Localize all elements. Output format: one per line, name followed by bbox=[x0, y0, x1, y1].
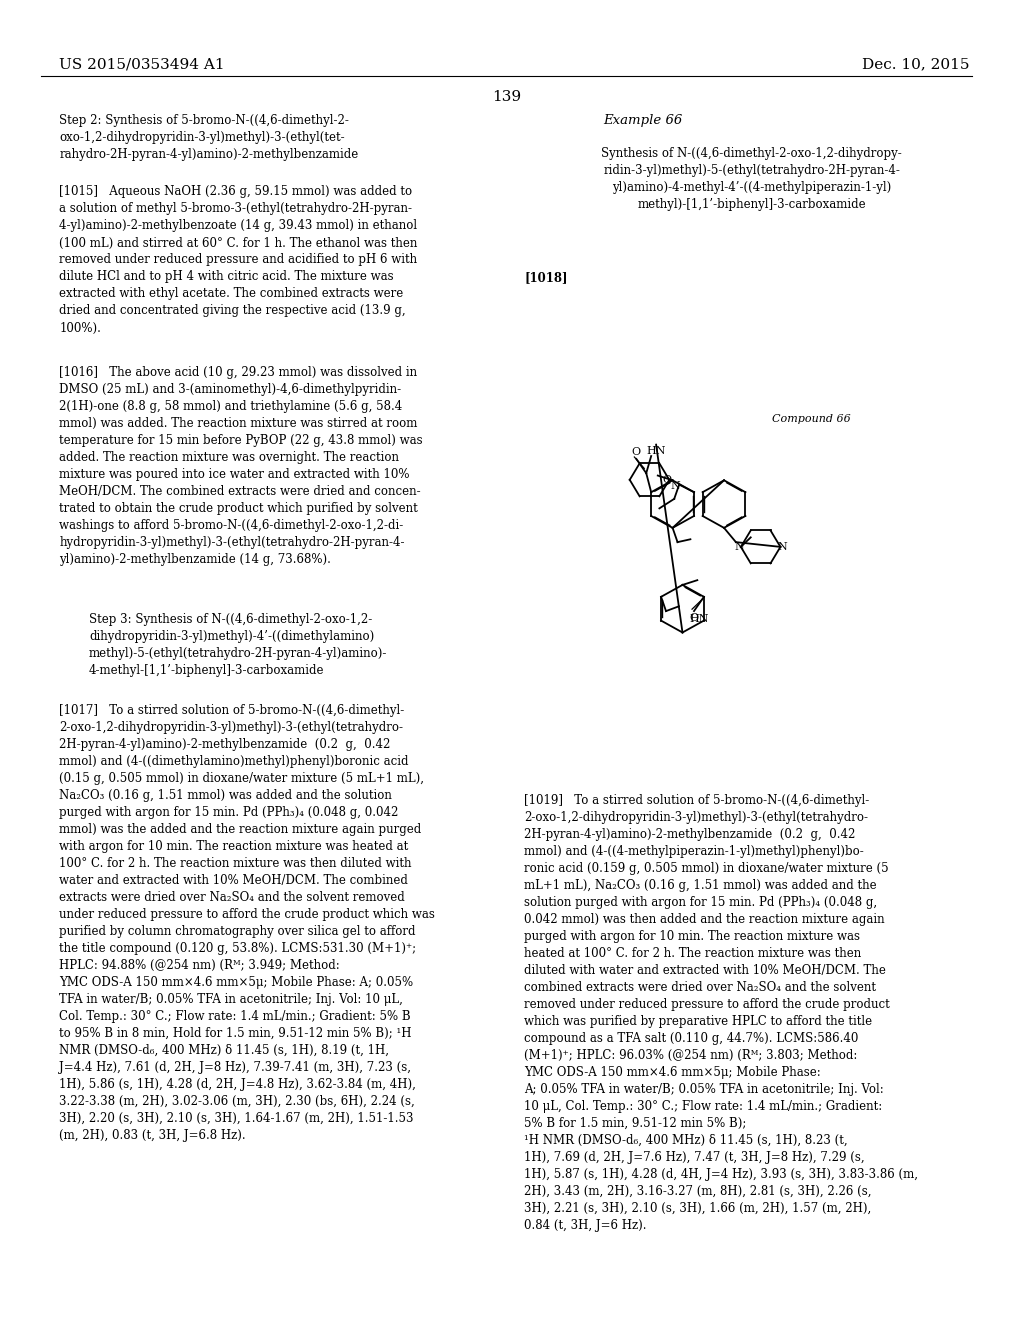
Text: US 2015/0353494 A1: US 2015/0353494 A1 bbox=[59, 57, 225, 71]
Text: Example 66: Example 66 bbox=[603, 114, 683, 127]
Text: N: N bbox=[777, 543, 787, 552]
Text: [1015]   Aqueous NaOH (2.36 g, 59.15 mmol) was added to
a solution of methyl 5-b: [1015] Aqueous NaOH (2.36 g, 59.15 mmol)… bbox=[59, 186, 418, 334]
Text: 139: 139 bbox=[492, 90, 521, 104]
Text: N: N bbox=[671, 482, 680, 491]
Text: Synthesis of N-((4,6-dimethyl-2-oxo-1,2-dihydropy-
ridin-3-yl)methyl)-5-(ethyl(t: Synthesis of N-((4,6-dimethyl-2-oxo-1,2-… bbox=[601, 148, 902, 211]
Text: [1018]: [1018] bbox=[524, 271, 567, 284]
Text: Step 2: Synthesis of 5-bromo-N-((4,6-dimethyl-2-
oxo-1,2-dihydropyridin-3-yl)met: Step 2: Synthesis of 5-bromo-N-((4,6-dim… bbox=[59, 114, 358, 161]
Text: N: N bbox=[734, 543, 743, 552]
Text: HN: HN bbox=[646, 446, 666, 457]
Text: Compound 66: Compound 66 bbox=[772, 413, 851, 424]
Text: Dec. 10, 2015: Dec. 10, 2015 bbox=[862, 57, 970, 71]
Text: O: O bbox=[689, 612, 698, 623]
Text: O: O bbox=[663, 475, 672, 484]
Text: O: O bbox=[632, 447, 641, 457]
Text: [1016]   The above acid (10 g, 29.23 mmol) was dissolved in
DMSO (25 mL) and 3-(: [1016] The above acid (10 g, 29.23 mmol)… bbox=[59, 366, 423, 566]
Text: Step 3: Synthesis of N-((4,6-dimethyl-2-oxo-1,2-
dihydropyridin-3-yl)methyl)-4’-: Step 3: Synthesis of N-((4,6-dimethyl-2-… bbox=[89, 614, 387, 677]
Text: [1019]   To a stirred solution of 5-bromo-N-((4,6-dimethyl-
2-oxo-1,2-dihydropyr: [1019] To a stirred solution of 5-bromo-… bbox=[524, 795, 919, 1232]
Text: HN: HN bbox=[689, 614, 709, 623]
Text: [1017]   To a stirred solution of 5-bromo-N-((4,6-dimethyl-
2-oxo-1,2-dihydropyr: [1017] To a stirred solution of 5-bromo-… bbox=[59, 704, 435, 1142]
